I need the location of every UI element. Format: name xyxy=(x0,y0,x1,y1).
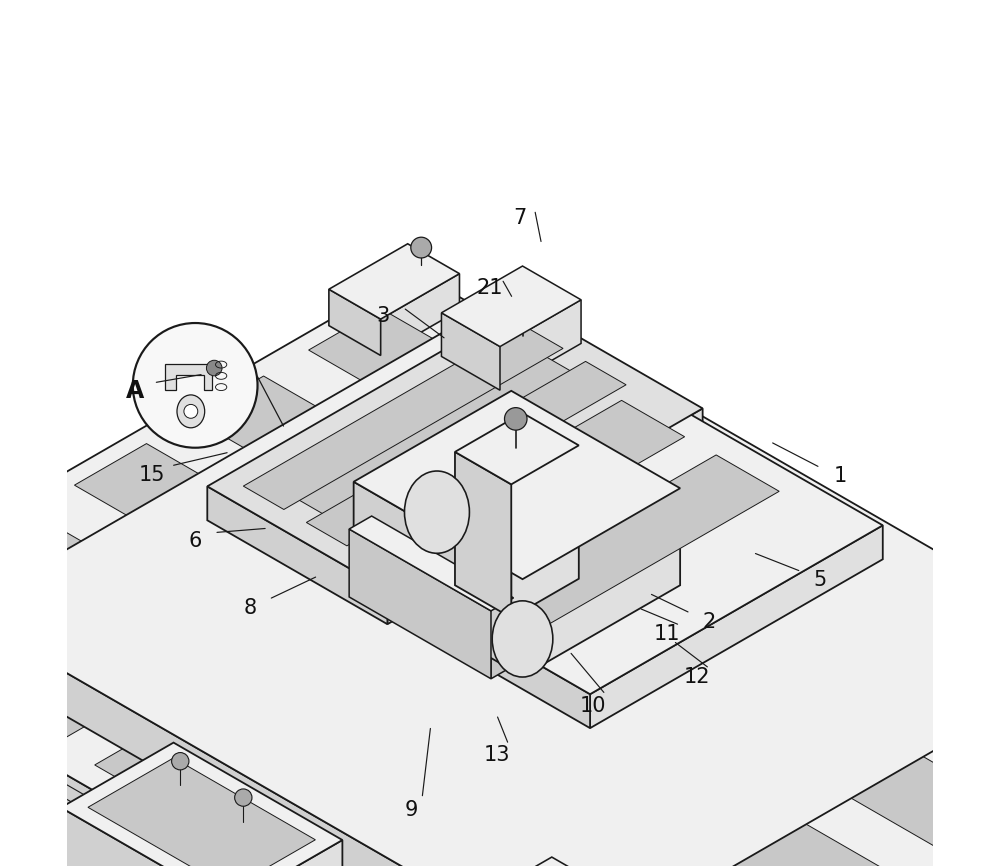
Polygon shape xyxy=(165,364,212,390)
Text: 2: 2 xyxy=(703,611,716,632)
Polygon shape xyxy=(0,372,1000,866)
Polygon shape xyxy=(500,496,550,731)
Polygon shape xyxy=(500,300,581,391)
Polygon shape xyxy=(329,289,381,356)
Polygon shape xyxy=(95,453,698,801)
Polygon shape xyxy=(297,570,901,866)
Polygon shape xyxy=(230,487,590,728)
Text: 5: 5 xyxy=(814,570,827,591)
Polygon shape xyxy=(462,857,732,866)
Polygon shape xyxy=(381,274,459,356)
Circle shape xyxy=(206,360,222,376)
Polygon shape xyxy=(61,807,230,866)
Polygon shape xyxy=(790,721,1000,862)
Polygon shape xyxy=(450,468,550,525)
Polygon shape xyxy=(74,443,318,584)
Polygon shape xyxy=(207,305,703,591)
Text: 3: 3 xyxy=(376,306,390,326)
Circle shape xyxy=(235,789,252,806)
Polygon shape xyxy=(243,325,563,509)
Polygon shape xyxy=(349,516,514,611)
Polygon shape xyxy=(192,376,435,516)
Text: 1: 1 xyxy=(834,466,847,487)
Polygon shape xyxy=(5,803,387,866)
Polygon shape xyxy=(0,350,1000,866)
Ellipse shape xyxy=(177,395,205,428)
Polygon shape xyxy=(455,413,579,484)
Circle shape xyxy=(133,323,258,448)
Polygon shape xyxy=(0,609,32,755)
Polygon shape xyxy=(61,742,342,866)
Polygon shape xyxy=(88,758,315,866)
Circle shape xyxy=(172,753,189,770)
Text: 12: 12 xyxy=(683,667,710,688)
Ellipse shape xyxy=(492,601,553,677)
Polygon shape xyxy=(450,496,500,731)
Polygon shape xyxy=(349,529,491,679)
Circle shape xyxy=(184,404,198,418)
Polygon shape xyxy=(0,511,201,651)
Polygon shape xyxy=(523,488,680,676)
Text: 8: 8 xyxy=(244,598,257,618)
Polygon shape xyxy=(0,688,545,866)
Polygon shape xyxy=(32,388,617,755)
Polygon shape xyxy=(306,361,626,546)
Circle shape xyxy=(505,408,527,430)
Polygon shape xyxy=(428,617,1000,866)
Polygon shape xyxy=(230,840,342,866)
Polygon shape xyxy=(0,271,617,726)
Polygon shape xyxy=(329,243,459,320)
Polygon shape xyxy=(568,650,1000,866)
Polygon shape xyxy=(439,701,502,769)
Ellipse shape xyxy=(404,471,469,553)
Polygon shape xyxy=(0,611,568,866)
Text: 11: 11 xyxy=(654,624,680,644)
Polygon shape xyxy=(511,445,579,617)
Text: 21: 21 xyxy=(476,277,503,298)
Polygon shape xyxy=(441,313,500,391)
Polygon shape xyxy=(455,452,511,617)
Polygon shape xyxy=(309,308,552,449)
Polygon shape xyxy=(502,703,561,769)
Polygon shape xyxy=(556,856,799,866)
Polygon shape xyxy=(468,455,779,634)
Text: 15: 15 xyxy=(139,464,165,485)
Polygon shape xyxy=(354,391,680,579)
Polygon shape xyxy=(9,779,59,866)
Text: 6: 6 xyxy=(188,531,202,552)
Polygon shape xyxy=(279,346,590,525)
Polygon shape xyxy=(545,762,1000,866)
Circle shape xyxy=(411,237,432,258)
Polygon shape xyxy=(0,751,59,808)
Text: 10: 10 xyxy=(579,695,606,716)
Polygon shape xyxy=(986,805,1000,866)
Polygon shape xyxy=(441,266,581,346)
Polygon shape xyxy=(986,777,1000,834)
Polygon shape xyxy=(196,512,799,860)
Polygon shape xyxy=(0,779,9,866)
Text: 13: 13 xyxy=(484,745,511,766)
Text: 9: 9 xyxy=(405,799,418,820)
Polygon shape xyxy=(354,481,523,676)
Ellipse shape xyxy=(441,718,486,777)
Polygon shape xyxy=(439,668,561,738)
Polygon shape xyxy=(0,300,1000,866)
Polygon shape xyxy=(631,734,1000,866)
Polygon shape xyxy=(230,318,883,695)
Text: A: A xyxy=(125,379,144,404)
Polygon shape xyxy=(374,400,685,579)
Polygon shape xyxy=(399,629,1000,866)
Polygon shape xyxy=(207,487,387,624)
Polygon shape xyxy=(0,395,597,743)
Polygon shape xyxy=(590,526,883,728)
Polygon shape xyxy=(545,714,1000,866)
Polygon shape xyxy=(491,598,514,679)
Circle shape xyxy=(531,678,545,692)
Circle shape xyxy=(511,301,534,323)
Polygon shape xyxy=(387,409,703,624)
Polygon shape xyxy=(908,654,1000,794)
Polygon shape xyxy=(673,789,917,866)
Text: 7: 7 xyxy=(513,208,527,229)
Polygon shape xyxy=(0,736,545,866)
